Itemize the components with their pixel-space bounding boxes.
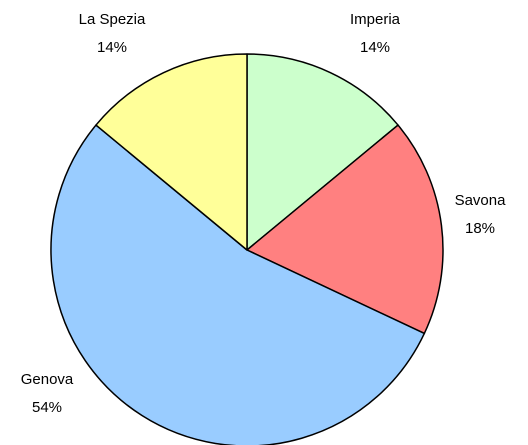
slice-name: Imperia [350,11,401,28]
slice-name: Savona [455,192,507,209]
pie-slice [246,53,399,251]
slice-name: La Spezia [79,11,146,28]
slice-name: Genova [21,371,74,388]
pie-slice [246,124,444,335]
pie-slice [95,53,248,251]
slice-percent: 54% [32,399,62,416]
slice-percent: 18% [465,220,495,237]
slice-percent: 14% [97,39,127,56]
pie-slice [50,124,426,445]
slice-percent: 14% [360,39,390,56]
